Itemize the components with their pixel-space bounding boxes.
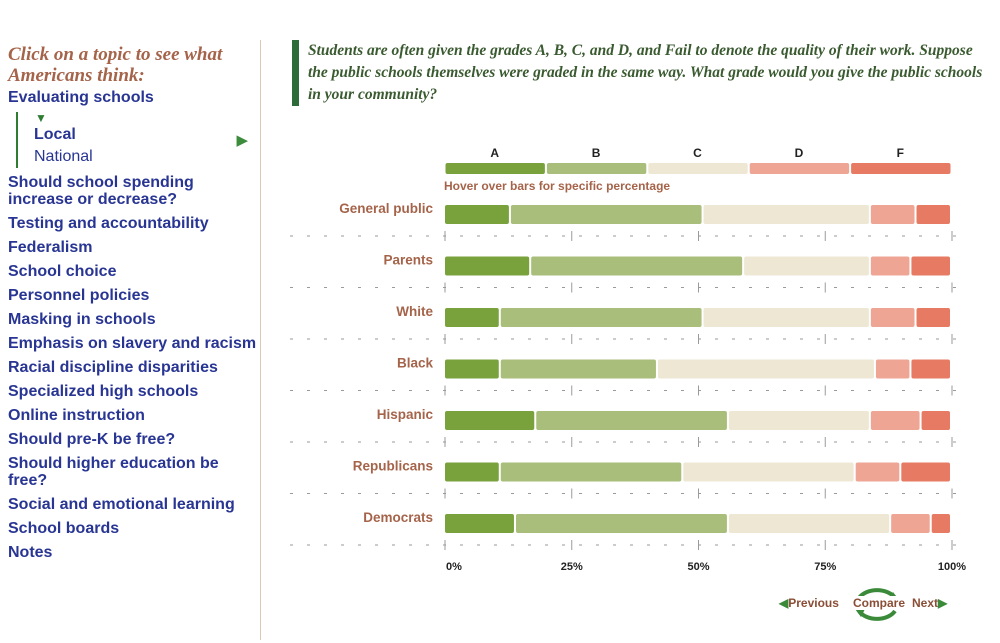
bar-segment-a: [445, 308, 499, 327]
bar-segment-c: [703, 308, 869, 327]
bar-segment-b: [510, 205, 702, 224]
legend-swatch-c: [648, 163, 748, 174]
bar-segment-b: [515, 514, 727, 533]
next-button[interactable]: Next▶: [912, 596, 947, 610]
category-label: White: [396, 304, 433, 319]
legend-swatch-f: [851, 163, 951, 174]
subtopic-national[interactable]: National: [34, 148, 93, 165]
bar-segment-c: [683, 462, 854, 482]
subtopic-nav: ▼ Local National ▶: [16, 112, 258, 168]
sidebar-topic[interactable]: Social and emotional learning: [8, 496, 235, 513]
x-tick-label: 100%: [938, 561, 966, 573]
x-tick-label: 0%: [446, 561, 462, 573]
bar-segment-c: [657, 359, 874, 379]
bar-segment-d: [870, 256, 910, 276]
sidebar-topic[interactable]: School choice: [8, 263, 117, 280]
x-tick-label: 25%: [561, 561, 583, 573]
bar-segment-c: [728, 411, 869, 430]
sidebar-topic[interactable]: Should school spending increase or decre…: [8, 174, 194, 208]
bar-segment-b: [500, 359, 656, 379]
legend-swatch-a: [445, 163, 545, 174]
legend-label-b: B: [592, 146, 601, 160]
bar-segment-f: [911, 359, 950, 379]
bar-segment-b: [500, 308, 702, 327]
legend-label-a: A: [490, 146, 499, 160]
x-tick-label: 75%: [814, 561, 836, 573]
bar-segment-f: [916, 205, 950, 224]
bar-segment-a: [445, 462, 499, 482]
category-label: Parents: [383, 253, 433, 268]
legend-swatch-b: [546, 163, 647, 174]
bar-segment-a: [445, 256, 530, 276]
x-tick-label: 50%: [687, 561, 709, 573]
sidebar-topic[interactable]: Should pre-K be free?: [8, 431, 176, 448]
compare-button[interactable]: Compare: [849, 584, 907, 624]
sidebar-intro: Click on a topic to see what Americans t…: [8, 44, 223, 86]
sidebar-topic[interactable]: Should higher education be free?: [8, 455, 219, 489]
legend-label-d: D: [795, 146, 804, 160]
bar-segment-a: [445, 411, 535, 430]
subtopic-local[interactable]: Local: [34, 126, 76, 143]
bar-segment-d: [891, 514, 930, 533]
category-label: Hispanic: [377, 407, 434, 422]
hover-hint: Hover over bars for specific percentage: [444, 179, 670, 193]
sidebar-topic[interactable]: Federalism: [8, 239, 93, 256]
category-label: Republicans: [353, 459, 433, 474]
bar-segment-d: [870, 308, 915, 327]
bar-segment-f: [901, 462, 950, 482]
bar-segment-c: [728, 514, 890, 533]
previous-arrow-icon: ◀: [779, 596, 789, 610]
legend-label-c: C: [693, 146, 702, 160]
bar-segment-d: [870, 205, 915, 224]
bar-segment-f: [931, 514, 950, 533]
sidebar-topic[interactable]: Online instruction: [8, 407, 145, 424]
current-arrow-icon: ▶: [236, 132, 248, 149]
sidebar-divider: [260, 40, 261, 640]
bar-segment-a: [445, 514, 514, 533]
sidebar-topic[interactable]: Masking in schools: [8, 311, 156, 328]
bar-segment-c: [744, 256, 869, 276]
bar-segment-b: [531, 256, 743, 276]
bar-segment-a: [445, 359, 499, 379]
bar-segment-b: [536, 411, 727, 430]
category-label: General public: [339, 201, 433, 216]
sidebar-topic[interactable]: Notes: [8, 544, 53, 561]
bar-segment-f: [911, 256, 950, 276]
bar-segment-d: [855, 462, 900, 482]
bar-segment-f: [916, 308, 950, 327]
sidebar-topic[interactable]: Racial discipline disparities: [8, 359, 218, 376]
sidebar-topic[interactable]: Evaluating schools: [8, 89, 154, 106]
next-label: Next: [912, 596, 939, 610]
legend-label-f: F: [897, 146, 904, 160]
category-label: Black: [397, 356, 434, 371]
bar-segment-b: [500, 462, 682, 482]
bar-segment-c: [703, 205, 869, 224]
bar-segment-d: [870, 411, 920, 430]
next-arrow-icon: ▶: [938, 596, 948, 610]
legend-swatch-d: [749, 163, 850, 174]
sidebar-topic[interactable]: Specialized high schools: [8, 383, 199, 400]
survey-question: Students are often given the grades A, B…: [292, 40, 988, 106]
sidebar-topic[interactable]: Personnel policies: [8, 287, 150, 304]
previous-label: Previous: [788, 596, 839, 610]
bar-segment-a: [445, 205, 509, 224]
category-label: Democrats: [363, 510, 433, 525]
sidebar: Click on a topic to see what Americans t…: [8, 44, 258, 568]
sidebar-topic[interactable]: Emphasis on slavery and racism: [8, 335, 257, 352]
sidebar-topic[interactable]: Testing and accountability: [8, 215, 209, 232]
previous-button[interactable]: ◀Previous: [779, 596, 839, 610]
expanded-triangle-icon: ▼: [35, 111, 47, 125]
sidebar-topic[interactable]: School boards: [8, 520, 120, 537]
bar-segment-f: [921, 411, 950, 430]
bar-segment-d: [875, 359, 910, 379]
compare-label: Compare: [852, 596, 907, 610]
